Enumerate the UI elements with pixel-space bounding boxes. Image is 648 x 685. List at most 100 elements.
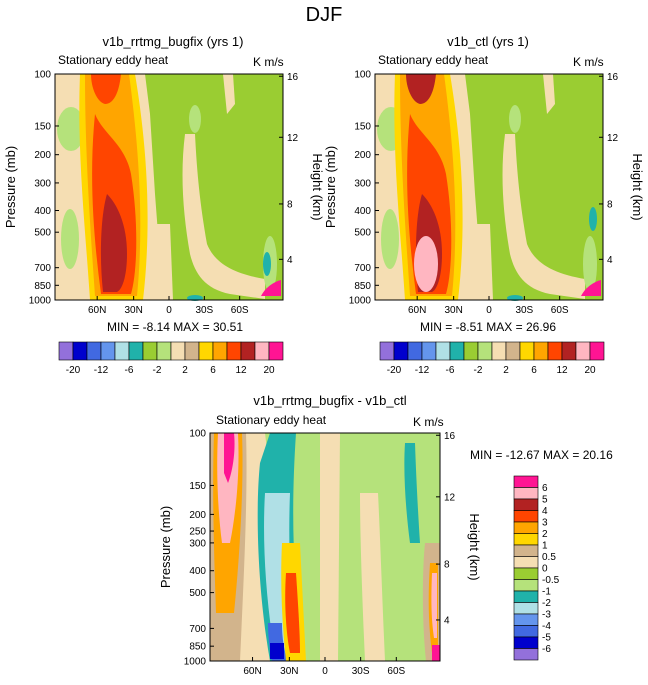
panel3-rtick-label: 8 [444,560,450,571]
colorbar3-swatch [513,648,539,661]
panel2-xtick-label: 60S [551,305,569,316]
panel1-tan-patch [182,134,265,299]
panel1-ytick-label: 700 [34,263,51,274]
colorbar1-swatch [254,341,270,361]
colorbar2-swatch [547,341,563,361]
panel3-contour-magenta-left [224,433,235,483]
panel2-tan-patch [502,134,585,299]
panel1-ylabel-right: Height (km) [310,153,325,220]
colorbar2-label: -6 [446,365,455,376]
panel1-light-green-1 [57,107,85,151]
panel2-rtick-label: 4 [607,255,613,266]
panel1-rtick-label: 16 [287,72,299,83]
colorbar3-swatch [513,475,539,488]
panel2-ylabel: Pressure (mb) [323,146,338,228]
panel1-contour-darkred [100,194,127,292]
colorbar2-label: 12 [556,365,568,376]
panel3-contour-red-mid [285,573,300,653]
panel2-light-green-4 [509,105,521,133]
panel2-ytick-label: 150 [354,121,371,132]
panel2-field [374,73,604,301]
panel3-contour-magenta-right [432,645,440,661]
colorbar1-label: 6 [210,365,216,376]
panel1-ytick-label: 100 [34,70,51,81]
panel3-contour-teal-right [404,443,420,543]
colorbar3-label: -4 [542,621,551,632]
colorbar3-swatch [513,533,539,546]
colorbar1-label: 2 [182,365,188,376]
panel3-neutral-strip [320,433,340,661]
colorbar2-swatch [421,341,437,361]
panel1-ytick-label: 1000 [29,296,52,307]
panel2-rtick-label: 8 [607,199,613,210]
colorbar3-label: -6 [542,644,551,655]
panel1-rtick-label: 8 [287,199,293,210]
panel2-contour-teal [589,207,597,231]
panel3-contour-pink-right [431,573,437,638]
colorbar2-swatch [435,341,451,361]
colorbar2-swatch [491,341,507,361]
colorbar1-label: 12 [235,365,247,376]
colorbar1-swatch [170,341,186,361]
colorbar3-swatch [513,556,539,569]
panel2-ytick-label: 700 [354,263,371,274]
colorbar2-swatch [575,341,591,361]
panel2-contour-topcore [406,74,436,104]
panel2-variable: Stationary eddy heat [378,53,489,67]
panel3-contour-navy [270,643,284,659]
panel3-rtick-label: 4 [444,615,450,626]
panel2-contour-pink [414,236,438,292]
panel2-xtick-label: 30N [444,305,462,316]
panel1-minmax: MIN = -8.14 MAX = 30.51 [106,320,244,334]
panel1-ytick-label: 850 [34,281,51,292]
panel1-title: v1b_rrtmg_bugfix (yrs 1) [102,34,244,49]
panel2-xtick-label: 30S [515,305,533,316]
panel1-ytick-label: 400 [34,206,51,217]
panel1-contour-teal [263,252,271,276]
colorbar3-label: 5 [542,495,548,506]
panel2-ytick-label: 100 [354,70,371,81]
colorbar2-swatch [463,341,479,361]
panel2-title: v1b_ctl (yrs 1) [447,34,529,49]
colorbar1-swatch [100,341,116,361]
panel3-ytick-label: 850 [189,642,206,653]
colorbar3-label: -1 [542,587,551,598]
colorbar1-swatch [156,341,172,361]
panel1-contour-topcore [91,74,121,104]
colorbar2-swatch [393,341,409,361]
panel2-ytick-label: 850 [354,281,371,292]
panel3-ytick-label: 400 [189,566,206,577]
colorbar3-label: 3 [542,518,548,529]
colorbar3-label: 0 [542,564,548,575]
colorbar3-label: 0.5 [542,552,556,563]
colorbar3-swatch [513,521,539,534]
colorbar3-swatch [513,544,539,557]
panel3-ytick-label: 150 [189,481,206,492]
panel1-rtick-label: 12 [287,133,299,144]
panel1-ylabel: Pressure (mb) [3,146,18,228]
colorbar1-label: 20 [263,365,275,376]
colorbar1-label: -20 [66,365,81,376]
colorbar3-swatch [513,590,539,603]
colorbar1-swatch [114,341,130,361]
colorbar1-swatch [212,341,228,361]
colorbar2-label: -12 [415,365,430,376]
colorbar2-label: 2 [503,365,509,376]
colorbar1-swatch [58,341,74,361]
panel2-ylabel-right: Height (km) [630,153,645,220]
colorbar3-label: -3 [542,610,551,621]
panel3-xtick-label: 60N [243,666,261,677]
figure-title: DJF [305,4,343,26]
panel3-xtick-label: 30N [280,666,298,677]
colorbar1-swatch [226,341,242,361]
panel3-title: v1b_rrtmg_bugfix - v1b_ctl [253,393,407,408]
panel3-ytick-label: 700 [189,624,206,635]
panel2-ytick-label: 200 [354,150,371,161]
panel2-tan-strip [470,224,493,300]
colorbar2-swatch [589,341,605,361]
colorbar1-label: -2 [153,365,162,376]
panel2-rtick-label: 12 [607,133,619,144]
colorbar2-swatch [407,341,423,361]
panel3-xtick-label: 60S [387,666,405,677]
panel1-variable: Stationary eddy heat [58,53,169,67]
